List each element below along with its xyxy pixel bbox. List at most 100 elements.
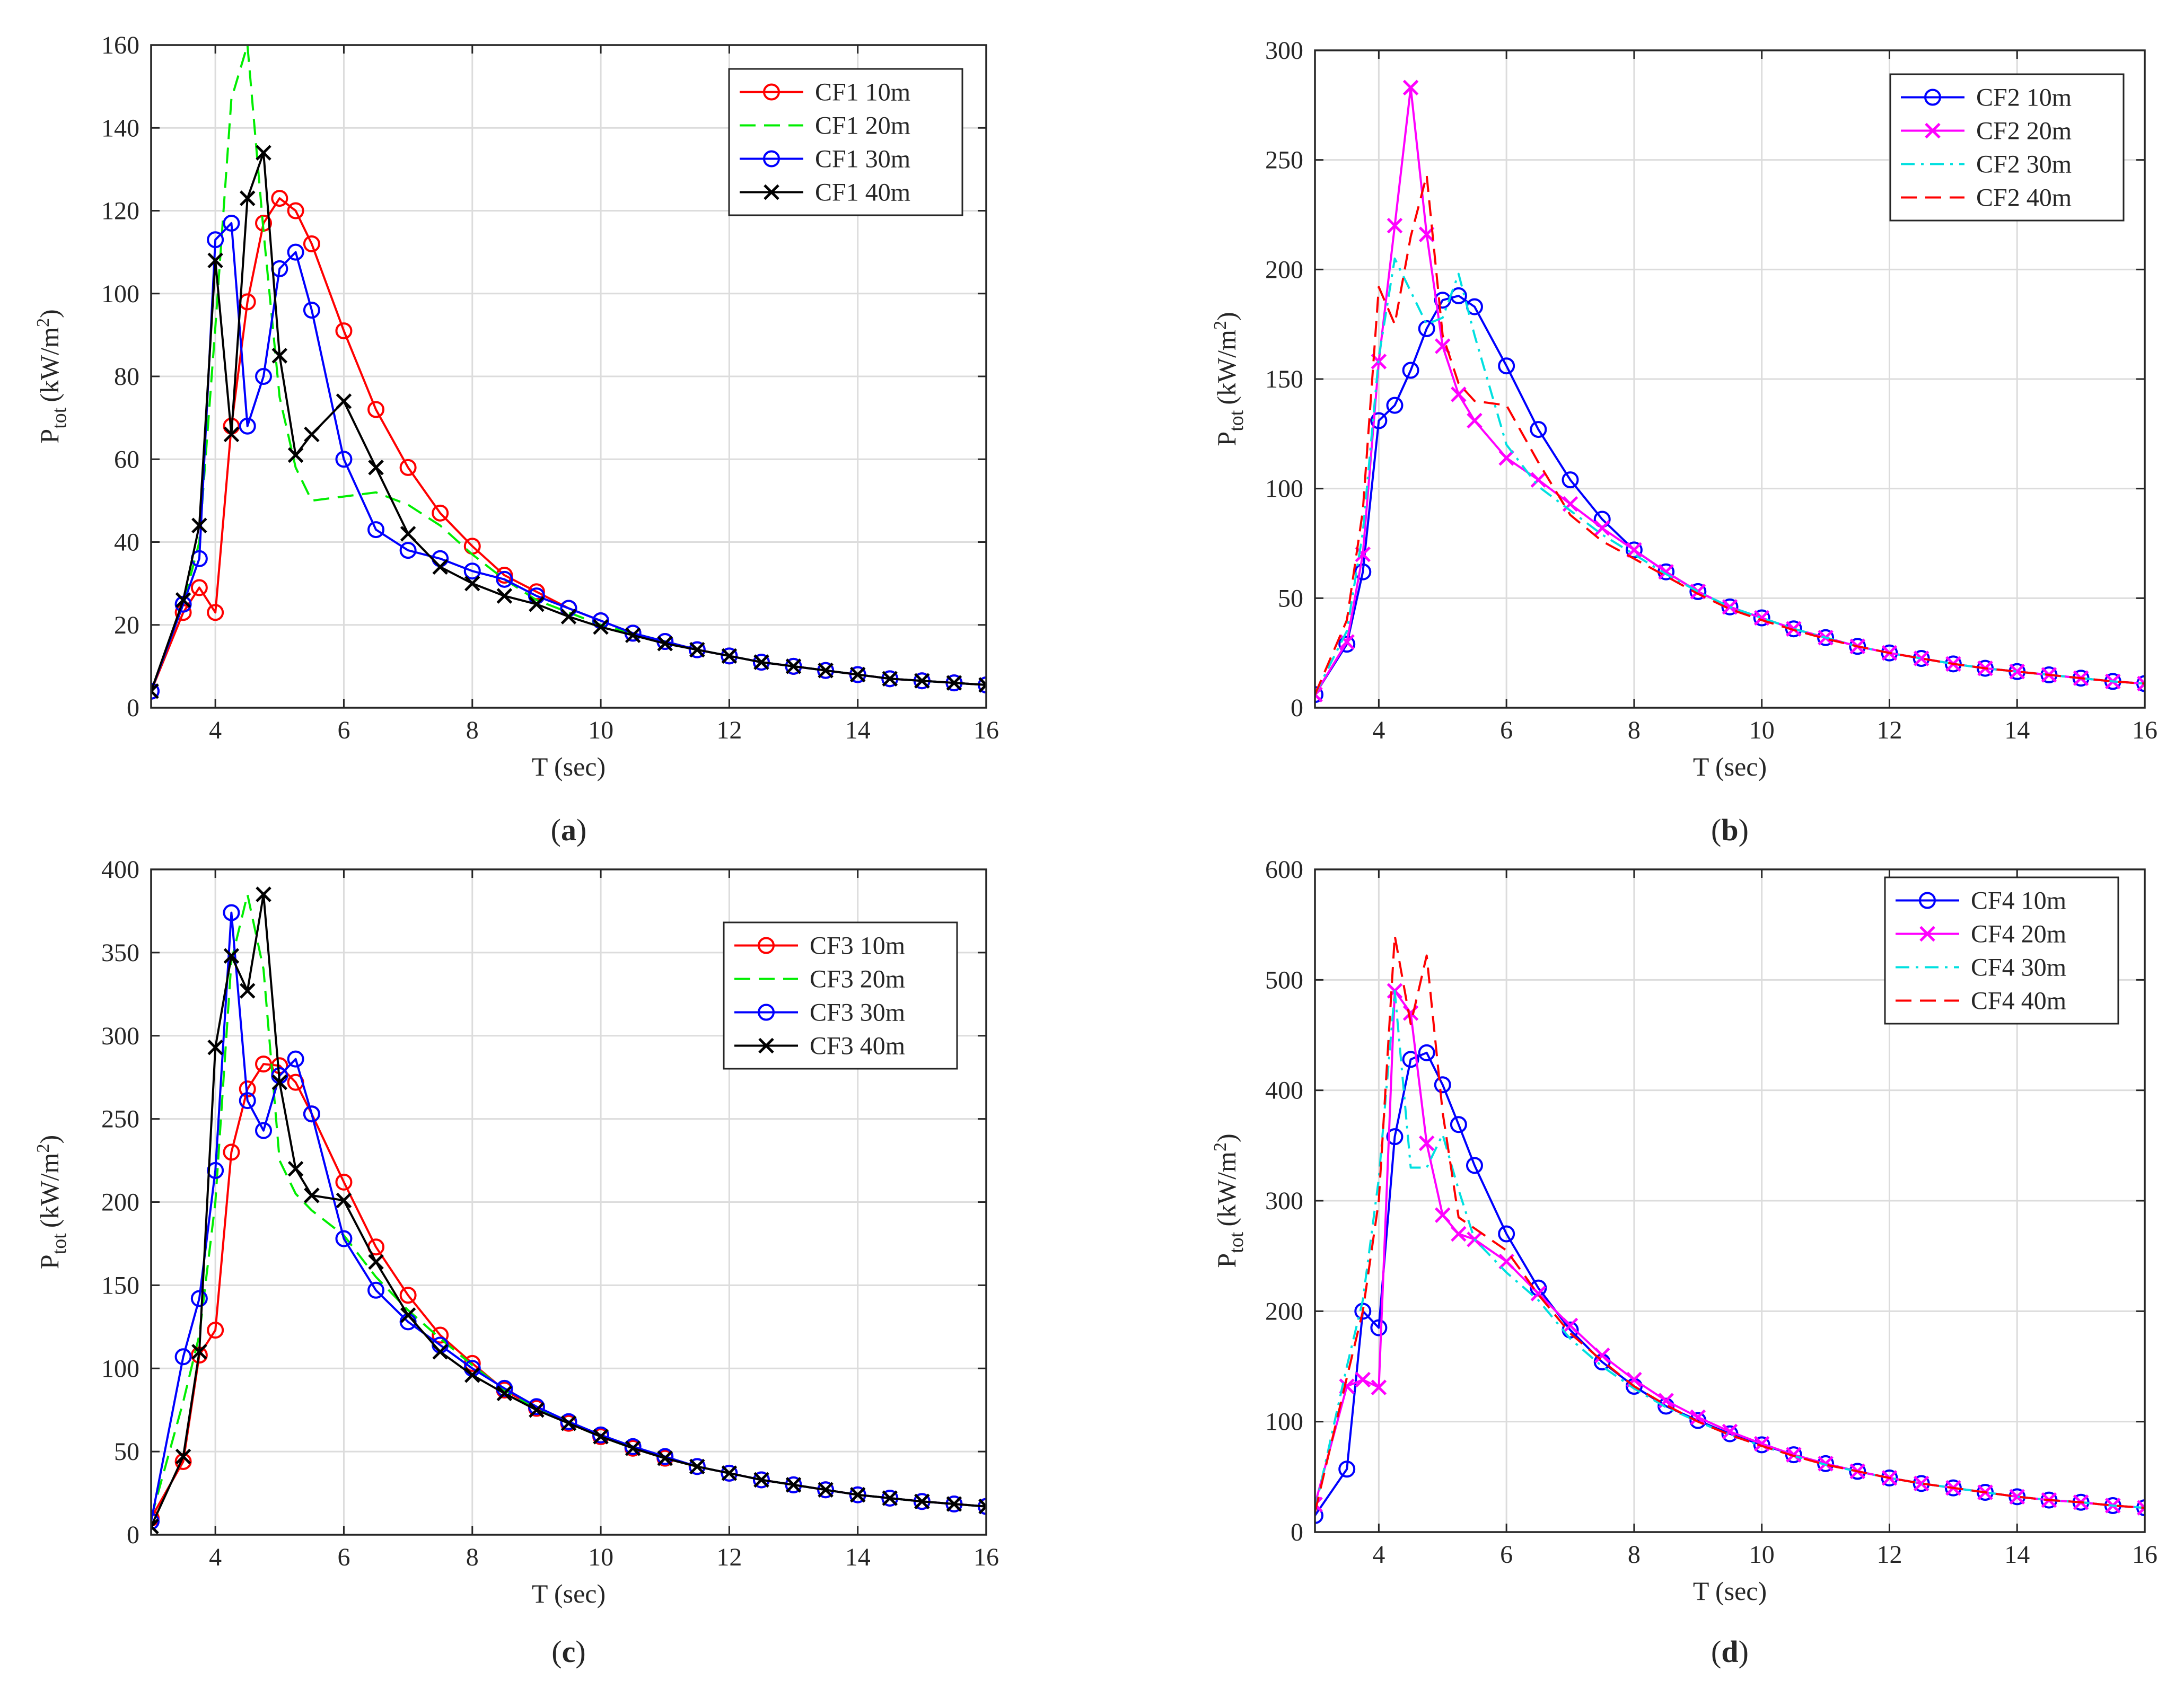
panel-d-legend-cf4-20m-label: CF4 20m xyxy=(1971,920,2066,948)
panel-b-series-cf2-10m-point xyxy=(1881,644,1898,662)
panel-c-x-tick-label: 12 xyxy=(716,1543,742,1571)
panel-d-series-cf4-10m-point xyxy=(1466,1157,1483,1174)
panel-d-legend-cf4-40m-label: CF4 40m xyxy=(1971,987,2066,1015)
panel-d-legend: CF4 10m CF4 20m CF4 30m CF4 40m xyxy=(1884,876,2119,1025)
panel-b-y-axis-label-close: ) xyxy=(1212,312,1241,321)
panel-c-series-cf3-40m-point xyxy=(239,983,256,999)
panel-c-legend: CF3 10m CF3 20m CF3 30m CF3 40m xyxy=(723,921,958,1070)
panel-b-series-cf2-10m-point xyxy=(1498,357,1515,375)
panel-b-series-cf2-10m-point xyxy=(1753,609,1770,627)
panel-c-series-cf3-30m-point xyxy=(721,1464,738,1482)
panel-c-series-cf3-40m-point xyxy=(432,1344,448,1360)
panel-b-x-axis-label: T (sec) xyxy=(1693,752,1767,781)
panel-a-series-cf1-40m-point xyxy=(946,675,962,691)
panel-a-x-tick-label: 10 xyxy=(588,716,613,744)
panel-c-series-cf3-30m-point xyxy=(303,1105,320,1123)
panel-d-series-cf4-20m-point xyxy=(2137,1500,2145,1516)
panel-a-series-cf1-40m-point xyxy=(191,517,207,534)
panel-d-y-axis-label-unit: (kW/m xyxy=(1212,1151,1241,1227)
panel-c-y-axis-label-subscript: tot xyxy=(48,1233,71,1255)
panel-a-series-cf1-40m-point xyxy=(223,426,240,443)
panel-d-series-cf4-10m-point xyxy=(1386,1128,1404,1146)
panel-d-series-group xyxy=(1315,935,2145,1524)
panel-b-x-tick-label: 16 xyxy=(2132,716,2157,744)
panel-d-legend-box xyxy=(1884,876,2119,1025)
panel-a-series-cf1-30m-point xyxy=(399,542,417,559)
panel-a-series-cf1-30m-point xyxy=(463,562,481,580)
panel-c-series-cf3-40m-point xyxy=(175,1448,191,1465)
panel-c-series-cf3-40m-point xyxy=(849,1486,866,1503)
panel-a-series-cf1-10m-point xyxy=(303,235,320,252)
panel-b-y-tick-label: 150 xyxy=(1265,365,1303,393)
panel-c-series-cf3-40m-point xyxy=(336,1192,352,1209)
panel-d-y-tick-label: 500 xyxy=(1265,966,1303,994)
panel-d-series-cf4-20m-point xyxy=(1435,1207,1451,1223)
panel-c-series-cf3-30m-point xyxy=(752,1471,770,1489)
panel-c-series-cf3-40m-point xyxy=(818,1482,834,1498)
panel-a-legend: CF1 10m CF1 20m CF1 30m CF1 40m xyxy=(728,68,963,216)
panel-d-legend-cf4-10m-marker xyxy=(1919,892,1936,909)
panel-a-caption-letter: a xyxy=(561,813,576,847)
panel-c-series-cf3-40m-point xyxy=(785,1477,802,1493)
panel-a-series-cf1-40m-point xyxy=(239,190,256,206)
panel-a-y-tick-label: 20 xyxy=(114,611,139,639)
panel-d-series-cf4-20m-point xyxy=(1355,1371,1371,1388)
panel-a-series-cf1-40m-point xyxy=(336,393,352,409)
panel-d-series-cf4-20m-point xyxy=(2009,1489,2025,1505)
panel-c-series-cf3-40m-point xyxy=(304,1187,320,1203)
panel-d: 4 6 8 10 12 14 16 0 100 200 300 400 500 600 T (sec) Pto… xyxy=(1211,856,2157,1669)
panel-d-series-cf4-10m-point xyxy=(1753,1436,1770,1454)
panel-c-series-cf3-30m-point xyxy=(560,1413,577,1430)
panel-c-legend-cf3-10m-marker xyxy=(758,937,775,954)
panel-a-x-tick-label: 4 xyxy=(209,716,222,744)
panel-a-series-cf1-40m-point xyxy=(593,619,609,635)
panel-a-series-cf1-30m-point xyxy=(151,682,160,700)
panel-b-y-axis-label-unit: (kW/m xyxy=(1212,330,1241,405)
panel-c-series-cf3-30m-point xyxy=(688,1458,706,1475)
panel-d-y-tick-label: 0 xyxy=(1291,1518,1303,1546)
panel-b-series-cf2-20m-point xyxy=(2137,675,2145,692)
panel-d-series-cf4-20m-point xyxy=(1418,1135,1435,1151)
panel-c-legend-cf3-20m-label: CF3 20m xyxy=(810,965,905,993)
panel-a-series-cf1-30m-point xyxy=(287,243,304,261)
panel-b-series-cf2-10m-point xyxy=(1386,397,1404,414)
panel-b-series-cf2-20m-point xyxy=(1402,80,1419,96)
panel-c-series-cf3-40m-point xyxy=(560,1415,577,1431)
panel-c-series-cf3-40m-point xyxy=(256,886,271,902)
panel-b-series-cf2-10m-point xyxy=(1625,541,1643,559)
panel-b-series-cf2-20m-point xyxy=(1387,217,1403,234)
panel-b-y-tick-label: 100 xyxy=(1265,475,1303,503)
panel-b-series-cf2-10m-point xyxy=(1418,320,1435,337)
panel-d-y-tick-label: 100 xyxy=(1265,1408,1303,1436)
panel-b-series-cf2-10m-point xyxy=(1354,563,1372,580)
panel-a-caption: (a) xyxy=(551,813,587,847)
panel-c-series-cf3-30m-point xyxy=(592,1426,610,1444)
panel-c-y-tick-label: 350 xyxy=(101,939,139,967)
panel-b-y-tick-label: 250 xyxy=(1265,146,1303,174)
panel-d-x-tick-label: 14 xyxy=(2004,1541,2030,1569)
panel-b-series-cf2-10m-point xyxy=(1849,638,1866,655)
panel-c-series-cf3-40m-point xyxy=(368,1254,384,1270)
panel-d-y-axis-label-superscript: 2 xyxy=(1211,1142,1230,1151)
panel-b-series-cf2-20m-point xyxy=(1355,546,1371,562)
panel-d-y-axis-label-close: ) xyxy=(1212,1133,1241,1142)
panel-a-series-cf1-40m-point xyxy=(368,460,384,476)
panel-a-y-tick-label: 120 xyxy=(101,197,139,225)
panel-a-series-cf1-40m-point xyxy=(271,348,288,364)
panel-c-y-tick-label: 250 xyxy=(101,1105,139,1133)
panel-c-series-cf3-30m-point xyxy=(817,1481,835,1499)
panel-a-series-cf1-40m-point xyxy=(818,662,834,679)
panel-a-series-cf1-10m-point xyxy=(367,401,385,418)
panel-c-series-cf3-40m-point xyxy=(207,1039,223,1055)
panel-d-y-tick-label: 600 xyxy=(1265,856,1303,884)
panel-b-y-tick-label: 0 xyxy=(1291,694,1303,722)
panel-a-y-axis-label-superscript: 2 xyxy=(33,318,53,327)
panel-c-series-cf3-10m-point xyxy=(432,1326,449,1344)
panel-c-y-axis-label-close: ) xyxy=(34,1135,64,1144)
panel-a-x-tick-label: 14 xyxy=(845,716,871,744)
panel-d-series-cf4-40m-line xyxy=(1315,935,2145,1512)
panel-d-series-cf4-20m-point xyxy=(1562,1317,1578,1334)
panel-c-series-cf3-10m-point xyxy=(207,1322,224,1339)
panel-c-series-cf3-30m-point xyxy=(174,1348,192,1366)
panel-b-series-cf2-10m-point xyxy=(1402,362,1419,379)
